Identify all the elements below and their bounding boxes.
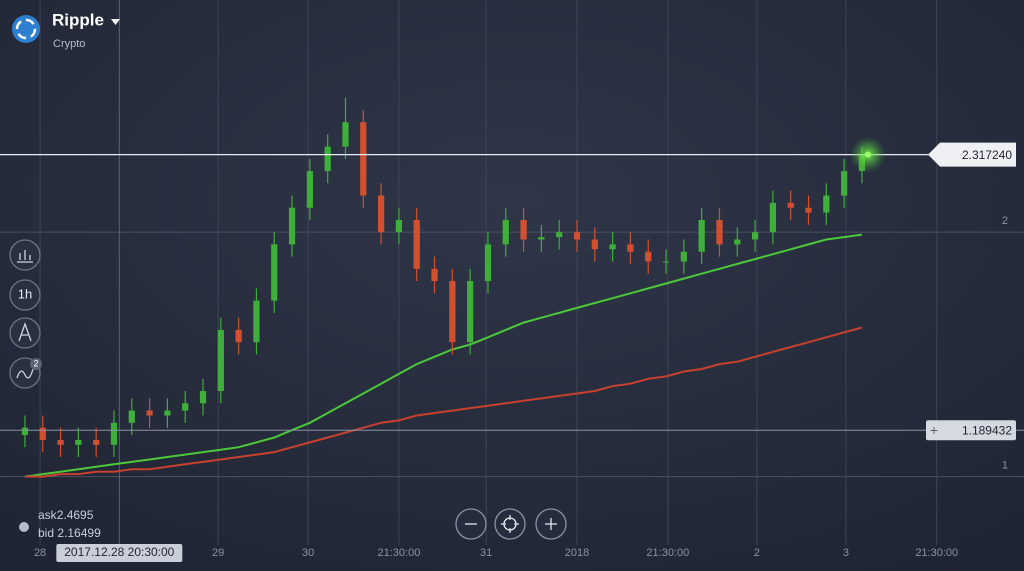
candle-body xyxy=(645,251,652,262)
current-price-box xyxy=(928,142,1016,167)
candle-body xyxy=(787,202,794,208)
candle-body xyxy=(360,122,367,196)
candle-body xyxy=(769,202,777,233)
candle-body xyxy=(57,439,64,445)
candle-body xyxy=(146,410,153,416)
candle-body xyxy=(734,239,741,245)
candle-body xyxy=(823,195,830,213)
candle-body xyxy=(467,281,474,343)
asset-subtitle: Crypto xyxy=(53,38,85,50)
current-price-dot xyxy=(864,151,871,158)
x-tick-label: 31 xyxy=(480,547,492,559)
moving-average-line xyxy=(24,233,863,478)
candle-body xyxy=(21,427,29,436)
ask-quote: ask2.4695 xyxy=(38,508,94,522)
x-tick-label: 21:30:00 xyxy=(646,547,689,559)
marker-plus: + xyxy=(930,422,938,438)
moving-average-line xyxy=(24,326,863,478)
candle-body xyxy=(110,422,118,445)
candle-body xyxy=(538,237,545,240)
candle-body xyxy=(841,171,848,196)
x-tick-label: 2 xyxy=(754,547,760,559)
asset-header[interactable]: Ripple Crypto xyxy=(12,10,120,50)
candle-body xyxy=(609,244,616,250)
zoom-controls xyxy=(455,508,567,540)
candle-body xyxy=(751,232,759,240)
candle-body xyxy=(93,439,100,445)
bid-value: 2.16499 xyxy=(57,526,101,540)
candle-body xyxy=(217,329,224,392)
candle-body xyxy=(235,329,242,343)
candle-body xyxy=(449,281,456,343)
bid-label: bid xyxy=(38,526,57,540)
candle-body xyxy=(431,268,438,282)
candle-body xyxy=(39,427,46,440)
toolbar xyxy=(9,239,42,389)
candle-body xyxy=(716,219,723,245)
timeframe-button[interactable] xyxy=(9,279,41,311)
candle-body xyxy=(75,439,82,445)
cursor-time-box xyxy=(56,544,183,562)
bid-quote: bid 2.16499 xyxy=(38,526,101,540)
x-tick-label: 21:30:00 xyxy=(915,547,958,559)
candle-body xyxy=(306,171,313,208)
y-tick-label: 2 xyxy=(1002,215,1008,227)
x-tick-label: 2018 xyxy=(565,547,589,559)
asset-title: Ripple xyxy=(52,10,104,29)
indicator-count: 2 xyxy=(33,358,38,368)
candle-body xyxy=(520,219,527,240)
timeframe-label: 1h xyxy=(18,286,32,301)
x-tick-label: 28 xyxy=(34,547,46,559)
indicators-icon xyxy=(16,368,34,379)
candle-body xyxy=(502,219,509,245)
zoom-in-icon xyxy=(545,518,557,530)
candle-body xyxy=(377,195,385,233)
indicator-badge xyxy=(30,358,42,370)
dropdown-arrow xyxy=(111,19,120,25)
candle-body xyxy=(662,261,670,263)
center-icon-cross xyxy=(501,515,519,533)
candle-body xyxy=(698,219,705,252)
y-tick-label: 1 xyxy=(1002,459,1008,471)
drawing-button[interactable] xyxy=(9,317,41,349)
center-button[interactable] xyxy=(494,508,526,540)
x-tick-label: 29 xyxy=(212,547,224,559)
drawing-icon xyxy=(18,322,32,342)
candle-body xyxy=(805,207,812,213)
candle-body xyxy=(288,207,296,245)
help-icon[interactable] xyxy=(19,522,29,532)
asset-icon-mark xyxy=(15,18,37,40)
cursor-time-label: 2017.12.28 20:30:00 xyxy=(64,545,174,559)
candle-body xyxy=(680,251,687,262)
candle-body xyxy=(164,410,171,416)
candle-body xyxy=(591,239,598,250)
chart-type-icon xyxy=(17,250,33,263)
candle-body xyxy=(573,232,581,240)
current-price-label: 2.317240 xyxy=(962,148,1012,162)
ask-label: ask xyxy=(38,508,58,522)
candle-body xyxy=(271,244,278,301)
candle-body xyxy=(199,391,207,404)
ask-value: 2.4695 xyxy=(57,508,94,522)
candle-body xyxy=(484,244,492,282)
candle-body xyxy=(342,122,349,147)
x-tick-label: 3 xyxy=(843,547,849,559)
candle-body xyxy=(556,232,563,238)
candle-body xyxy=(128,410,135,423)
candle-body xyxy=(182,403,189,411)
x-tick-label: 21:30:00 xyxy=(378,547,421,559)
marker-price-label: 1.189432 xyxy=(962,423,1012,437)
candle-body xyxy=(413,219,420,269)
candle-body xyxy=(395,219,403,233)
candle-body xyxy=(253,300,260,343)
candle-body xyxy=(324,146,331,172)
marker-price-box xyxy=(926,420,1016,441)
x-tick-label: 30 xyxy=(302,547,314,559)
candle-body xyxy=(627,244,634,252)
